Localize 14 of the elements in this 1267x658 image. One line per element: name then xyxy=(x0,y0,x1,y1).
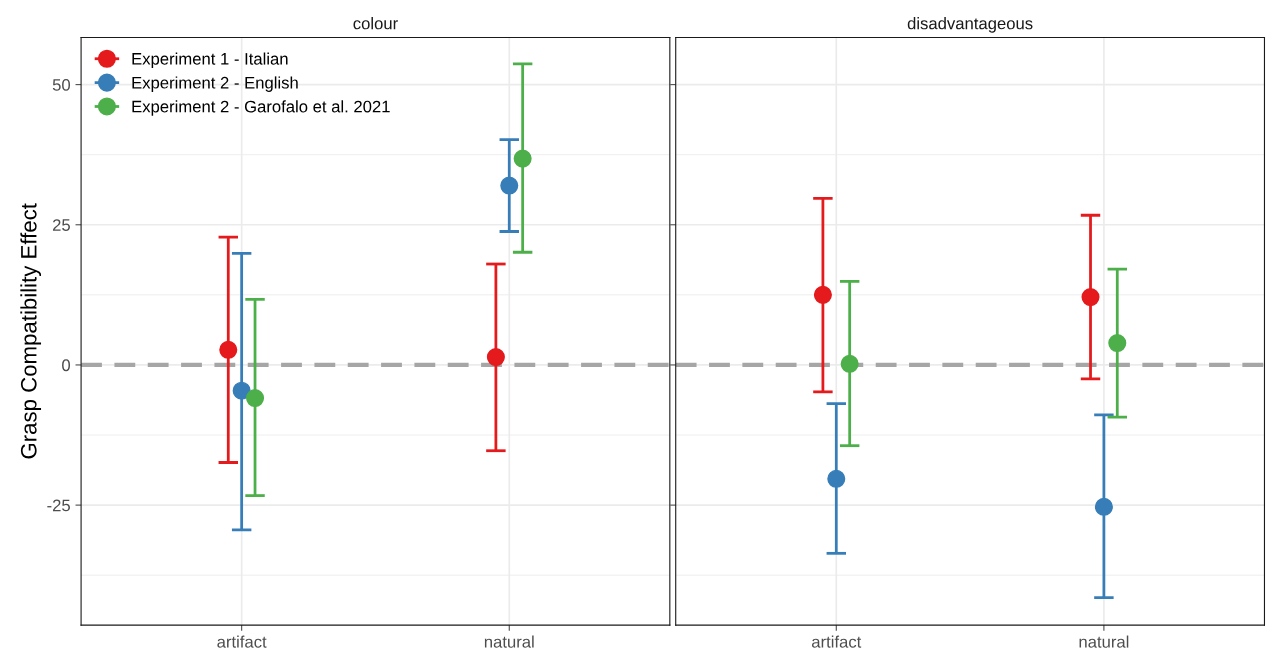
y-tick-label: 0 xyxy=(62,359,71,372)
y-axis-title: Grasp Compatibility Effect xyxy=(20,203,42,459)
y-tick-label: 50 xyxy=(52,79,71,91)
chart-title: disadvantageous xyxy=(907,17,1033,33)
x-tick-label: artifact xyxy=(217,635,267,648)
x-tick-label: artifact xyxy=(811,635,862,648)
legend-label: Experiment 1 - Italian xyxy=(132,52,288,69)
y-tick-label: -25 xyxy=(47,499,70,512)
x-tick-label: natural xyxy=(1079,635,1129,648)
x-tick-label: natural xyxy=(484,635,534,648)
chart-title: colour xyxy=(353,17,398,30)
y-tick-label: 25 xyxy=(52,219,70,231)
legend-label: Experiment 2 - Garofalo et al. 2021 xyxy=(132,100,390,116)
legend-label: Experiment 2 - English xyxy=(132,76,298,92)
